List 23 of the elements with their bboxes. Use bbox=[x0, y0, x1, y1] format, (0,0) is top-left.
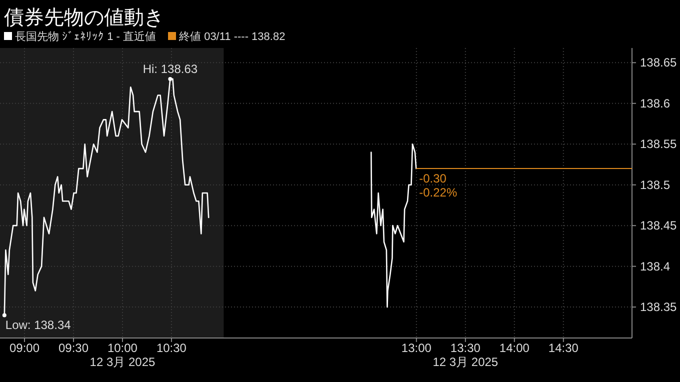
x-tick-label: 09:00 bbox=[9, 341, 40, 355]
chart-title: 債券先物の値動き bbox=[4, 5, 164, 29]
x-tick-label: 13:00 bbox=[401, 341, 432, 355]
annotation: -0.30 bbox=[419, 172, 447, 186]
legend-label: 長国先物 ｼﾞｪﾈﾘｯｸ 1 - 直近値 bbox=[15, 30, 156, 43]
line-series bbox=[370, 143, 417, 308]
x-tick-label: 14:00 bbox=[499, 341, 530, 355]
text: 終値 03/11 ---- 138.82 bbox=[178, 31, 286, 43]
annotation: Low: 138.34 bbox=[5, 318, 72, 332]
y-tick-label: 138.5 bbox=[640, 178, 670, 192]
annotation: Hi: 138.63 bbox=[142, 62, 198, 76]
y-tick-label: 138.6 bbox=[640, 96, 670, 110]
y-tick-label: 138.45 bbox=[640, 218, 678, 233]
x-tick-label: 13:30 12 3月 2025 bbox=[432, 341, 498, 369]
x-tick-label: 09:30 bbox=[58, 341, 89, 355]
x-tick-label: 14:30 bbox=[548, 341, 579, 355]
x-tick-label: 10:30 bbox=[156, 341, 187, 355]
annotation: -0.22% bbox=[419, 186, 458, 200]
y-tick-label: 138.4 bbox=[640, 259, 670, 274]
y-tick-label: 138.35 bbox=[640, 300, 678, 314]
y-tick-label: 138.65 bbox=[640, 56, 678, 70]
x-tick-label: 10:00 12 3月 2025 bbox=[90, 341, 156, 369]
y-tick-label: 138.55 bbox=[640, 137, 678, 152]
